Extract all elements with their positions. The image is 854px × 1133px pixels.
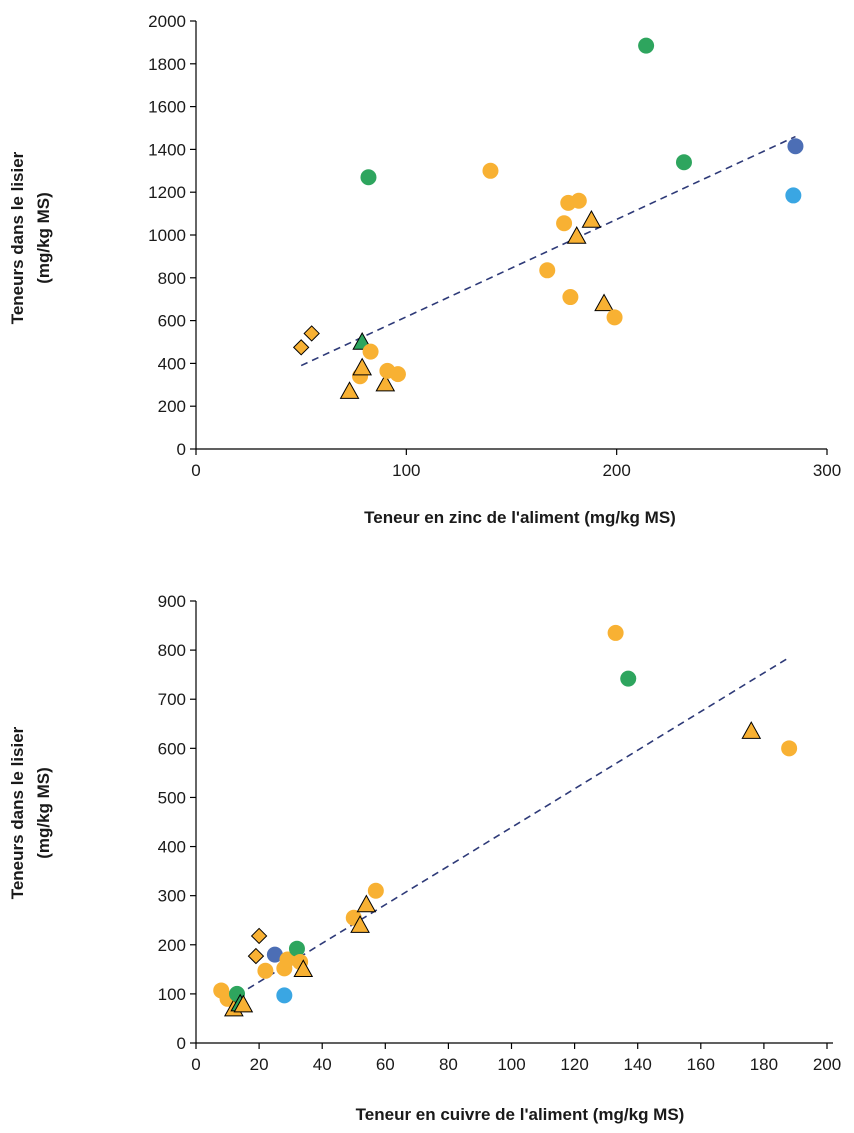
copper-point-triangle xyxy=(350,915,370,933)
zinc-x-tick-label: 200 xyxy=(602,461,630,480)
copper-point-circle xyxy=(607,624,624,641)
zinc-x-tick-label: 100 xyxy=(392,461,420,480)
zinc-point-triangle xyxy=(581,209,602,228)
copper-y-tick-label: 600 xyxy=(158,739,186,758)
copper-point-circle xyxy=(367,882,384,899)
zinc-point-circle xyxy=(389,366,406,383)
copper-point-diamond xyxy=(247,947,265,965)
copper-y-axis-title-line1: Teneurs dans le lisier xyxy=(8,726,27,899)
zinc-point-triangle xyxy=(339,381,360,399)
copper-x-tick-label: 20 xyxy=(250,1055,269,1074)
zinc-point-circle xyxy=(539,262,556,279)
zinc-point-diamond xyxy=(303,325,320,342)
copper-x-tick-label: 120 xyxy=(560,1055,588,1074)
copper-y-tick-label: 700 xyxy=(158,690,186,709)
copper-y-tick-label: 800 xyxy=(158,641,186,660)
copper-point-circle xyxy=(276,987,293,1004)
zinc-point-circle xyxy=(360,169,377,186)
copper-y-tick-label: 100 xyxy=(158,985,186,1004)
zinc-point-circle xyxy=(787,138,804,155)
zinc-y-tick-label: 2000 xyxy=(148,12,186,31)
zinc-y-tick-label: 1000 xyxy=(148,226,186,245)
zinc-y-tick-label: 1200 xyxy=(148,183,186,202)
zinc-y-tick-label: 200 xyxy=(158,397,186,416)
zinc-y-axis-title-line1: Teneurs dans le lisier xyxy=(8,151,27,324)
copper-x-tick-label: 80 xyxy=(439,1055,458,1074)
zinc-y-tick-label: 800 xyxy=(158,269,186,288)
copper-x-axis-title: Teneur en cuivre de l'aliment (mg/kg MS) xyxy=(356,1105,685,1124)
copper-point-circle xyxy=(620,670,637,687)
zinc-point-circle xyxy=(785,187,802,204)
zinc-point-triangle xyxy=(375,373,396,392)
zinc-point-circle xyxy=(362,343,379,360)
copper-x-tick-label: 60 xyxy=(376,1055,395,1074)
zinc-chart: 0 200 400 600 800 1000 1200 1400 1600 1800 2000 0 10… xyxy=(8,12,841,527)
copper-x-tick-label: 140 xyxy=(624,1055,652,1074)
copper-y-tick-label: 400 xyxy=(158,838,186,857)
copper-x-tick-label: 200 xyxy=(813,1055,841,1074)
copper-y-tick-label: 900 xyxy=(158,592,186,611)
zinc-point-diamond xyxy=(292,339,310,356)
zinc-x-tick-label: 300 xyxy=(813,461,841,480)
zinc-point-triangle xyxy=(594,293,614,312)
copper-y-axis-title-line2: (mg/kg MS) xyxy=(34,767,53,859)
copper-point-triangle xyxy=(356,894,377,913)
zinc-y-tick-label: 1800 xyxy=(148,55,186,74)
copper-x-tick-label: 100 xyxy=(497,1055,525,1074)
copper-chart: 0 100 200 300 400 500 600 700 800 900 0 20 40 60 80 100… xyxy=(8,592,841,1124)
copper-trendline xyxy=(227,656,790,1002)
zinc-point-triangle xyxy=(566,226,587,244)
zinc-point-circle xyxy=(556,215,573,232)
zinc-point-triangle xyxy=(352,357,373,376)
copper-x-tick-label: 40 xyxy=(313,1055,332,1074)
copper-point-circle xyxy=(781,740,798,757)
copper-point-circle xyxy=(288,940,305,957)
zinc-y-tick-label: 1600 xyxy=(148,98,186,117)
zinc-marks xyxy=(292,37,804,399)
copper-ticks: 0 100 200 300 400 500 600 700 800 900 0 20 40 60 80 100… xyxy=(158,592,842,1074)
zinc-ticks: 0 200 400 600 800 1000 1200 1400 1600 1800 2000 0 10… xyxy=(148,12,841,480)
copper-x-tick-label: 0 xyxy=(191,1055,200,1074)
zinc-point-circle xyxy=(482,162,499,179)
copper-x-tick-label: 180 xyxy=(750,1055,778,1074)
copper-marks xyxy=(213,624,798,1017)
zinc-x-tick-label: 0 xyxy=(191,461,200,480)
zinc-y-axis-title-line2: (mg/kg MS) xyxy=(34,192,53,284)
zinc-trendline xyxy=(300,135,796,367)
zinc-y-tick-label: 0 xyxy=(177,440,186,459)
zinc-point-circle xyxy=(562,289,579,306)
copper-y-tick-label: 200 xyxy=(158,936,186,955)
copper-point-circle xyxy=(279,951,296,968)
zinc-y-tick-label: 400 xyxy=(158,354,186,373)
copper-point-circle xyxy=(257,962,274,979)
zinc-point-circle xyxy=(675,154,692,171)
copper-point-triangle xyxy=(233,994,254,1013)
copper-point-circle xyxy=(266,946,283,963)
zinc-y-tick-label: 600 xyxy=(158,312,186,331)
zinc-point-circle xyxy=(570,192,587,209)
copper-point-diamond xyxy=(250,927,268,945)
copper-point-triangle xyxy=(741,721,762,739)
zinc-x-axis-title: Teneur en zinc de l'aliment (mg/kg MS) xyxy=(364,508,676,527)
zinc-point-circle xyxy=(638,37,655,54)
zinc-y-tick-label: 1400 xyxy=(148,140,186,159)
copper-y-tick-label: 300 xyxy=(158,887,186,906)
copper-point-triangle xyxy=(293,959,314,978)
copper-y-tick-label: 500 xyxy=(158,788,186,807)
copper-x-tick-label: 160 xyxy=(687,1055,715,1074)
copper-y-tick-label: 0 xyxy=(177,1034,186,1053)
zinc-point-circle xyxy=(606,309,623,326)
